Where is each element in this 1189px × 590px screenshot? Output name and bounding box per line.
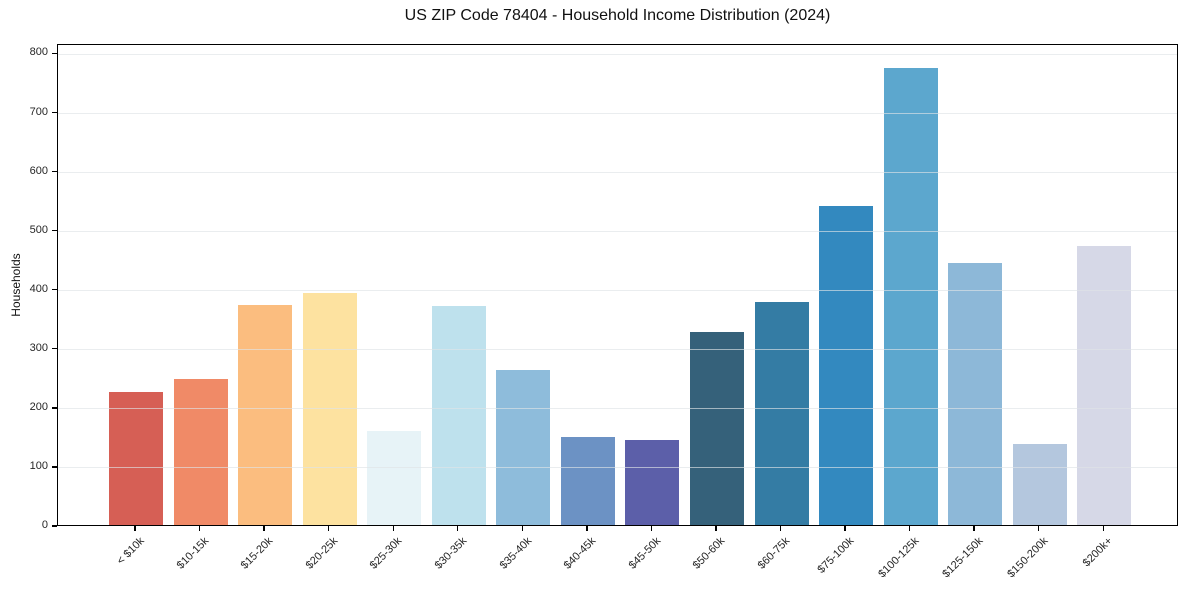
gridline-800 xyxy=(58,53,1177,55)
x-tick-mark xyxy=(650,526,653,531)
y-tick-mark xyxy=(52,525,57,527)
bar-$30-35k xyxy=(431,306,486,525)
y-tick-label: 200 xyxy=(29,400,48,413)
gridline-300 xyxy=(58,349,1177,351)
bar-$25-30k xyxy=(367,431,422,525)
x-tick-label: $50-60k xyxy=(690,535,728,572)
y-tick-mark xyxy=(52,229,57,232)
x-tick-label: $125-150k xyxy=(940,535,986,581)
x-tick-mark xyxy=(844,526,846,531)
x-tick-mark xyxy=(457,526,459,531)
x-tick-mark xyxy=(908,526,911,531)
plot-area xyxy=(57,44,1178,526)
x-tick-label: $15-20k xyxy=(238,535,276,572)
x-tick-label: $150-200k xyxy=(1004,535,1051,581)
x-tick-label: $40-45k xyxy=(561,535,599,572)
y-tick-mark xyxy=(52,289,57,291)
x-tick-mark xyxy=(327,526,330,531)
y-tick-mark xyxy=(52,348,57,350)
bar-$75-100k xyxy=(819,206,874,525)
bar-$45-50k xyxy=(625,440,680,525)
gridline-400 xyxy=(58,290,1177,292)
gridline-600 xyxy=(58,172,1177,174)
y-tick-mark xyxy=(52,170,57,173)
x-tick-label: $45-50k xyxy=(626,535,663,572)
bar-$100-125k xyxy=(883,68,938,525)
y-tick-mark xyxy=(52,52,57,55)
y-tick-label: 700 xyxy=(29,105,48,118)
x-tick-mark xyxy=(198,526,201,531)
gridline-500 xyxy=(58,231,1177,233)
x-tick-label: $35-40k xyxy=(497,535,534,572)
gridline-700 xyxy=(58,113,1177,115)
bar-$20-25k xyxy=(302,293,357,525)
x-tick-mark xyxy=(715,526,717,531)
y-tick-label: 400 xyxy=(29,282,48,295)
x-tick-label: $20-25k xyxy=(303,535,341,572)
y-tick-label: 100 xyxy=(29,459,48,472)
x-tick-mark xyxy=(973,526,975,531)
bar-$125-150k xyxy=(948,263,1003,525)
x-tick-label: $30-35k xyxy=(432,535,470,572)
x-tick-mark xyxy=(1038,526,1040,531)
y-tick-label: 600 xyxy=(29,164,48,177)
bar-$40-45k xyxy=(560,437,615,525)
x-tick-label: $100-125k xyxy=(875,535,922,581)
x-tick-mark xyxy=(134,526,136,531)
x-tick-mark xyxy=(263,526,265,531)
bar-$35-40k xyxy=(496,370,551,525)
y-tick-label: 500 xyxy=(29,223,48,236)
y-tick-mark xyxy=(52,111,57,114)
x-tick-label: $25-30k xyxy=(368,535,405,572)
bar-$15-20k xyxy=(238,305,293,525)
bar-$200k+ xyxy=(1077,246,1132,525)
x-tick-mark xyxy=(392,526,394,531)
x-tick-label: < $10k xyxy=(114,535,147,568)
y-tick-label: 0 xyxy=(41,519,48,531)
x-tick-label: $200k+ xyxy=(1080,535,1115,570)
bar-$50-60k xyxy=(689,332,744,525)
chart-title: US ZIP Code 78404 - Household Income Dis… xyxy=(404,7,831,24)
y-tick-mark xyxy=(52,407,57,409)
bar-$60-75k xyxy=(754,302,809,525)
x-tick-mark xyxy=(779,526,782,531)
x-tick-mark xyxy=(586,526,588,531)
bar-$150-200k xyxy=(1012,444,1067,525)
x-tick-mark xyxy=(1102,526,1104,531)
x-tick-label: $10-15k xyxy=(174,535,212,572)
x-tick-label: $75-100k xyxy=(815,535,857,576)
y-tick-label: 300 xyxy=(29,341,48,354)
bar-< $10k xyxy=(109,392,163,525)
y-tick-mark xyxy=(52,466,57,468)
y-tick-label: 800 xyxy=(29,46,48,59)
x-tick-label: $60-75k xyxy=(755,535,792,572)
x-tick-mark xyxy=(521,526,523,531)
bar-$10-15k xyxy=(173,379,228,525)
